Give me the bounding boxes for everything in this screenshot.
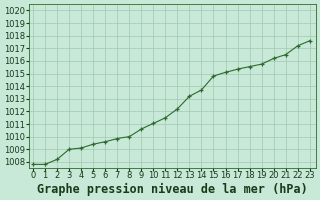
X-axis label: Graphe pression niveau de la mer (hPa): Graphe pression niveau de la mer (hPa) (37, 183, 308, 196)
